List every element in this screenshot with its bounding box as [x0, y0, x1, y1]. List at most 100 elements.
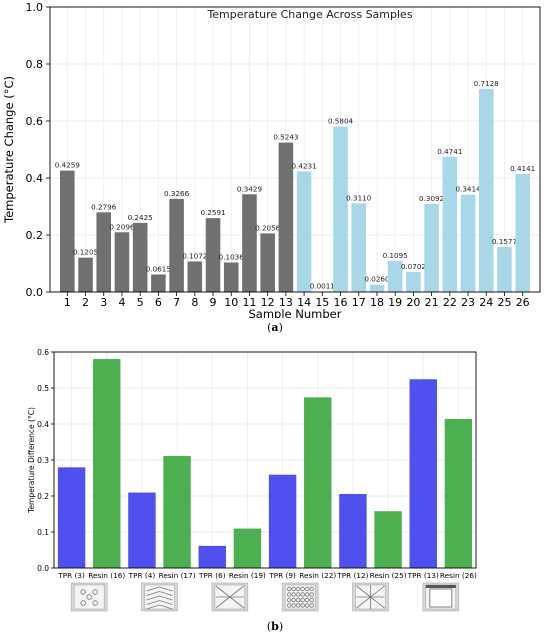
y-tick-label: 0.1 — [37, 528, 49, 537]
bar — [114, 232, 130, 292]
bar-value-label: 0.4231 — [292, 161, 317, 170]
bar — [260, 233, 275, 292]
bar — [96, 212, 112, 292]
x-tick-label: 5 — [137, 296, 144, 309]
plot-frame — [53, 351, 477, 569]
x-tick-label: 18 — [370, 296, 384, 309]
chevron-pattern-icon — [141, 582, 178, 612]
bar — [128, 492, 156, 568]
bar — [409, 379, 437, 568]
bar — [151, 274, 166, 292]
bar-value-label: 0.2096 — [109, 222, 135, 231]
bar — [60, 170, 75, 292]
bar-value-label: 0.1036 — [219, 252, 245, 261]
plot-frame — [49, 6, 541, 293]
x-tick-label: 8 — [191, 296, 198, 309]
y-tick-label: 0.3 — [37, 456, 49, 465]
caption-b: (b) — [266, 620, 284, 633]
x-tick-label: 4 — [118, 296, 125, 309]
bar — [497, 247, 512, 292]
bar — [233, 528, 262, 568]
bar — [374, 511, 402, 568]
bar — [78, 257, 93, 292]
bar — [278, 142, 294, 292]
x-tick-label: 24 — [479, 296, 493, 309]
x-tick-label: 11 — [242, 296, 256, 309]
bar — [460, 194, 476, 292]
bar — [57, 467, 86, 568]
chart-a: 0.0 0.2 0.4 0.6 0.8 1.0 0.4259 1 0.1205 2 0.2796 3 0… — [2, 1, 541, 318]
bar-value-label: 0.3429 — [237, 184, 263, 193]
bar — [304, 397, 332, 568]
y-tick-label: 1.0 — [26, 1, 44, 14]
x-tick-label: 23 — [461, 296, 475, 309]
bar-value-label: 0.2591 — [200, 208, 225, 217]
bar-value-label: 0.0615 — [146, 264, 171, 273]
x-tick-label: 3 — [100, 296, 107, 309]
bar-value-label: 0.0702 — [401, 262, 426, 271]
x-tick-label: 26 — [516, 296, 530, 309]
x-tick-label: Resin (25) — [370, 571, 407, 580]
x-tick-label: 12 — [261, 296, 275, 309]
x-tick-label: 21 — [425, 296, 439, 309]
bar-value-label: 0.1072 — [182, 251, 207, 260]
bar — [198, 545, 226, 568]
bar — [169, 198, 184, 292]
bar — [369, 284, 385, 292]
bar-value-label: 0.1577 — [492, 237, 517, 246]
y-axis-label: Temperature Change (°C) — [2, 76, 16, 224]
bar — [163, 456, 191, 568]
x-tick-label: 22 — [443, 296, 457, 309]
y-tick-label: 0.6 — [26, 115, 44, 128]
bar-value-label: 0.3092 — [419, 194, 444, 203]
x-tick-label: Resin (17) — [159, 571, 196, 580]
x-tick-label: 13 — [279, 296, 293, 309]
y-tick-label: 0.6 — [37, 348, 49, 357]
x-tick-label: Resin (26) — [440, 571, 477, 580]
bar — [296, 171, 312, 292]
x-tick-label: 2 — [82, 296, 89, 309]
x-tick-label: 25 — [497, 296, 511, 309]
x-tick-label: TPR (12) — [336, 571, 368, 580]
grid-lattice-icon — [281, 582, 319, 612]
bar — [478, 88, 494, 293]
bar — [424, 203, 439, 292]
x-tick-label: Resin (19) — [229, 571, 266, 580]
x-tick-label: Resin (16) — [88, 571, 125, 580]
caption-b-label: b — [271, 620, 279, 633]
y-tick-label: 0.5 — [37, 384, 49, 393]
bar — [268, 474, 297, 568]
star-brace-icon — [352, 582, 389, 612]
bar-value-label: 0.3266 — [164, 189, 190, 198]
x-tick-label: TPR (13) — [407, 571, 439, 580]
y-tick-label: 0.0 — [26, 286, 44, 299]
x-tick-label: 19 — [388, 296, 402, 309]
bar — [339, 493, 367, 568]
x-tick-label: TPR (9) — [268, 571, 296, 580]
chart-title: Temperature Change Across Samples — [206, 8, 412, 21]
bar-value-label: 0.5804 — [328, 117, 354, 126]
x-tick-label: TPR (3) — [57, 571, 85, 580]
y-tick-label: 0.2 — [26, 229, 44, 242]
x-axis-label: Sample Number — [249, 307, 342, 318]
holes-icon — [70, 582, 108, 612]
caption-a-label: a — [271, 321, 279, 334]
x-tick-label: 1 — [64, 296, 71, 309]
bar-value-label: 0.1095 — [383, 251, 408, 260]
bar-value-label: 0.4141 — [510, 164, 535, 173]
x-tick-label: 14 — [297, 296, 311, 309]
x-tick-label: Resin (22) — [299, 571, 336, 580]
x-tick-label: 6 — [155, 296, 162, 309]
bar-value-label: 0.1205 — [73, 248, 98, 257]
bar-value-label: 0.7128 — [474, 79, 500, 88]
x-tick-label: 9 — [210, 296, 217, 309]
y-tick-label: 0.4 — [37, 420, 49, 429]
x-tick-label: 16 — [334, 296, 348, 309]
x-tick-label: 7 — [173, 296, 180, 309]
bar — [351, 203, 367, 292]
y-tick-label: 0.0 — [37, 564, 49, 573]
x-tick-label: 15 — [315, 296, 329, 309]
x-brace-icon — [211, 582, 249, 612]
bar-value-label: 0.2796 — [91, 202, 117, 211]
x-tick-label: 10 — [224, 296, 238, 309]
